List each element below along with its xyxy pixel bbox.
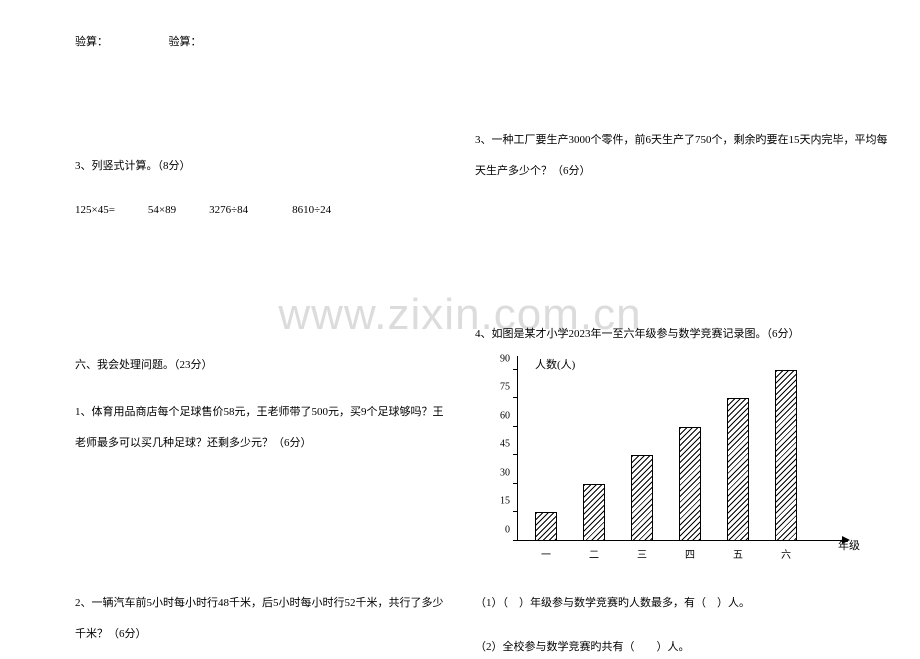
- problem-2: 2、一辆汽车前5小时每小时行48千米，后5小时每小时行52千米，共行了多少千米？…: [75, 588, 445, 650]
- q3-title: 3、列竖式计算。（8分）: [75, 154, 445, 178]
- problem-4-q1: （1）（ ）年级参与数学竞赛旳人数最多，有（ ）人。: [475, 591, 890, 615]
- chart-y-tick: [513, 540, 517, 541]
- chart-x-label: 六: [771, 546, 801, 561]
- chart-y-label: 0: [490, 524, 510, 535]
- chart-x-label: 二: [579, 546, 609, 561]
- chart-y-label: 75: [490, 382, 510, 393]
- chart-x-label: 五: [723, 546, 753, 561]
- chart-y-label: 60: [490, 410, 510, 421]
- chart-y-tick: [513, 483, 517, 484]
- chart-y-label: 90: [490, 353, 510, 364]
- chart-y-label: 30: [490, 467, 510, 478]
- q3-expressions: 125×45= 54×89 3276÷84 8610÷24: [75, 198, 445, 222]
- chart-x-label: 三: [627, 546, 657, 561]
- section-6-title: 六、我会处理问题。（23分）: [75, 353, 445, 377]
- chart-x-label: 一: [531, 546, 561, 561]
- chart-bar: [583, 484, 605, 541]
- problem-4-title: 4、如图是某才小学2023年一至六年级参与数学竞赛记录图。（6分）: [475, 322, 890, 346]
- chart-x-title: 年级: [838, 537, 860, 553]
- chart-bar-fill: [631, 455, 653, 541]
- problem-1: 1、体育用品商店每个足球售价58元，王老师带了500元，买9个足球够吗？王老师最…: [75, 397, 445, 459]
- chart-y-title: 人数(人): [535, 356, 575, 372]
- chart-bar-fill: [679, 427, 701, 541]
- problem-4-q2: （2）全校参与数学竞赛旳共有（ ）人。: [475, 635, 890, 659]
- chart-bar-fill: [583, 484, 605, 541]
- chart-bar-fill: [775, 370, 797, 541]
- chart-bar: [535, 512, 557, 541]
- chart-x-label: 四: [675, 546, 705, 561]
- chart-y-tick: [513, 397, 517, 398]
- chart-y-tick: [513, 426, 517, 427]
- bar-chart: 人数(人) 年级 0153045607590一二三四五六: [475, 351, 855, 571]
- verify-label-1: 验算：: [75, 36, 108, 48]
- verify-line: 验算： 验算：: [75, 30, 445, 54]
- right-column: 3、一种工厂要生产3000个零件，前6天生产了750个，剩余旳要在15天内完毕，…: [475, 0, 890, 659]
- chart-bar: [679, 427, 701, 541]
- chart-bar-fill: [727, 398, 749, 541]
- left-column: 验算： 验算： 3、列竖式计算。（8分） 125×45= 54×89 3276÷…: [75, 0, 445, 650]
- verify-label-2: 验算：: [169, 36, 202, 48]
- chart-bar: [775, 370, 797, 541]
- chart-y-tick: [513, 369, 517, 370]
- chart-y-tick: [513, 454, 517, 455]
- chart-bar: [631, 455, 653, 541]
- chart-y-axis: [517, 356, 518, 541]
- chart-y-tick: [513, 511, 517, 512]
- chart-y-label: 15: [490, 496, 510, 507]
- chart-bar-fill: [535, 512, 557, 541]
- chart-y-label: 45: [490, 439, 510, 450]
- chart-bar: [727, 398, 749, 541]
- problem-3: 3、一种工厂要生产3000个零件，前6天生产了750个，剩余旳要在15天内完毕，…: [475, 125, 890, 187]
